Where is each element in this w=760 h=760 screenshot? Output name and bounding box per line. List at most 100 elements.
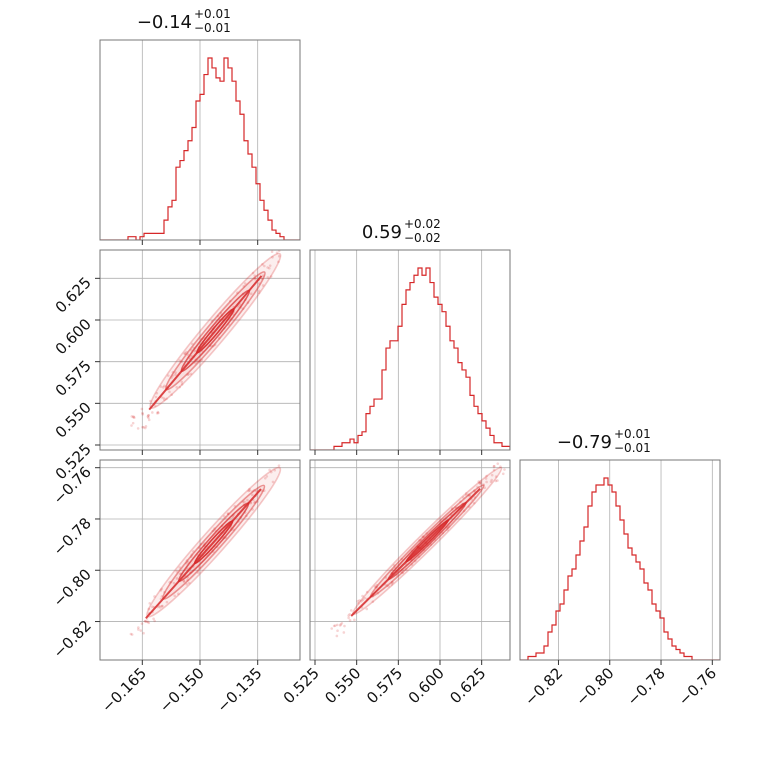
scatter-point bbox=[174, 371, 177, 374]
scatter-point bbox=[254, 277, 257, 281]
scatter-point bbox=[363, 596, 367, 600]
scatter-point bbox=[216, 314, 220, 318]
scatter-point bbox=[159, 385, 163, 388]
scatter-point bbox=[178, 566, 182, 569]
scatter-point bbox=[392, 564, 396, 567]
scatter-point bbox=[269, 275, 273, 278]
scatter-point bbox=[189, 372, 193, 376]
scatter-point bbox=[168, 581, 171, 584]
scatter-point bbox=[144, 619, 147, 623]
scatter-point bbox=[232, 528, 235, 531]
scatter-point bbox=[213, 527, 216, 530]
scatter-point bbox=[348, 619, 352, 622]
scatter-point bbox=[148, 602, 152, 605]
scatter-point bbox=[223, 515, 226, 518]
scatter-point bbox=[361, 594, 364, 598]
scatter-point bbox=[197, 546, 201, 550]
scatter-point bbox=[140, 622, 144, 625]
scatter-point bbox=[468, 494, 472, 498]
scatter-point bbox=[197, 359, 200, 362]
title-lower: −0.01 bbox=[614, 441, 651, 455]
scatter-point bbox=[482, 483, 485, 487]
scatter-point bbox=[193, 349, 197, 353]
scatter-point bbox=[503, 468, 506, 471]
scatter-point bbox=[151, 411, 154, 414]
scatter-point bbox=[266, 266, 269, 269]
scatter-point bbox=[390, 583, 394, 586]
scatter-point bbox=[277, 260, 280, 264]
scatter-point bbox=[459, 500, 462, 503]
scatter-point bbox=[253, 500, 257, 504]
scatter-point bbox=[263, 264, 266, 268]
scatter-point bbox=[462, 509, 466, 513]
scatter-point bbox=[217, 336, 221, 340]
scatter-point bbox=[401, 571, 405, 575]
scatter-point bbox=[228, 299, 232, 303]
scatter-point bbox=[422, 535, 425, 538]
scatter-point bbox=[174, 373, 177, 376]
scatter-point bbox=[211, 344, 215, 348]
x-tick-label: −0.82 bbox=[521, 664, 566, 709]
scatter-point bbox=[160, 587, 163, 591]
scatter-point bbox=[241, 307, 245, 310]
scatter-point bbox=[375, 585, 379, 589]
scatter-point bbox=[178, 359, 182, 362]
panel-title-1: 0.59 +0.02−0.02 bbox=[362, 217, 441, 245]
scatter-point bbox=[168, 390, 171, 394]
x-tick-label: −0.78 bbox=[624, 664, 669, 709]
scatter-point bbox=[241, 500, 245, 504]
scatter-point bbox=[147, 413, 151, 417]
scatter-point bbox=[335, 634, 339, 638]
scatter-point bbox=[170, 393, 173, 397]
scatter-point bbox=[462, 496, 465, 499]
scatter-point bbox=[141, 425, 144, 429]
scatter-point bbox=[246, 301, 250, 304]
scatter-point bbox=[335, 623, 339, 627]
scatter-point bbox=[248, 489, 251, 492]
scatter-point bbox=[141, 411, 144, 415]
x-tick-label: −0.80 bbox=[572, 664, 617, 709]
scatter-point bbox=[271, 255, 274, 259]
scatter-point bbox=[490, 473, 494, 477]
scatter-point bbox=[154, 395, 158, 399]
scatter-point bbox=[330, 627, 334, 630]
scatter-point bbox=[142, 425, 145, 429]
scatter-point bbox=[141, 412, 145, 416]
scatter-point bbox=[196, 360, 199, 363]
scatter-point bbox=[333, 624, 337, 627]
scatter-point bbox=[187, 372, 190, 376]
scatter-point bbox=[152, 617, 155, 621]
scatter-point bbox=[133, 416, 136, 419]
scatter-point bbox=[162, 396, 165, 400]
scatter-point bbox=[190, 553, 194, 556]
y-tick-label: 0.550 bbox=[52, 398, 95, 441]
scatter-point bbox=[387, 585, 390, 588]
scatter-point bbox=[270, 250, 274, 254]
x-tick-label: 0.600 bbox=[405, 664, 448, 707]
title-lower: −0.01 bbox=[194, 21, 231, 35]
scatter-point bbox=[242, 284, 246, 288]
scatter-point bbox=[263, 476, 267, 480]
scatter-point bbox=[478, 481, 482, 485]
scatter-point bbox=[155, 391, 159, 395]
scatter-point bbox=[485, 474, 488, 478]
scatter-point bbox=[338, 624, 342, 627]
scatter-point bbox=[275, 251, 279, 254]
scatter-point bbox=[257, 289, 261, 293]
scatter-point bbox=[257, 291, 261, 295]
scatter-point bbox=[361, 598, 365, 602]
panel-title-0: −0.14 +0.01−0.01 bbox=[137, 7, 231, 35]
scatter-point bbox=[348, 613, 352, 616]
scatter-point bbox=[165, 397, 168, 401]
scatter-point bbox=[186, 373, 189, 377]
scatter-point bbox=[391, 581, 394, 584]
scatter-point bbox=[130, 633, 134, 636]
scatter-point bbox=[199, 542, 203, 546]
x-tick-label: 0.575 bbox=[363, 664, 406, 707]
scatter-point bbox=[147, 607, 151, 611]
scatter-point bbox=[256, 500, 259, 503]
scatter-point bbox=[177, 592, 180, 596]
scatter-point bbox=[336, 629, 339, 633]
title-upper: +0.01 bbox=[194, 7, 231, 21]
x-tick-label: 0.525 bbox=[280, 664, 323, 707]
